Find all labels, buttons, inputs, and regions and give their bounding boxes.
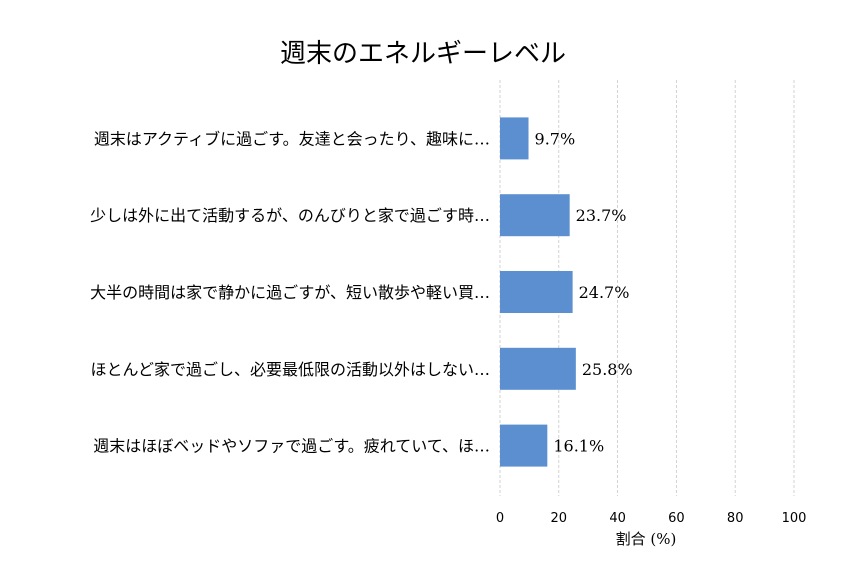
category-label: 大半の時間は家で静かに過ごすが、短い散歩や軽い買… [90, 283, 490, 302]
x-axis-ticks: 0 20 40 60 80 100 [496, 511, 807, 526]
x-tick-label: 100 [782, 511, 807, 526]
bar [500, 347, 576, 390]
category-label: ほとんど家で過ごし、必要最低限の活動以外はしない… [90, 360, 490, 379]
x-tick-label: 80 [727, 511, 744, 526]
x-tick-label: 0 [496, 511, 504, 526]
x-tick-label: 20 [551, 511, 568, 526]
bars [500, 117, 576, 467]
bar [500, 424, 548, 467]
bar [500, 117, 529, 160]
x-tick-label: 60 [668, 511, 685, 526]
bar [500, 271, 573, 313]
bar [500, 194, 570, 237]
data-label: 25.8% [582, 360, 633, 379]
category-label: 週末はほぼベッドやソファで過ごす。疲れていて、ほ… [93, 437, 490, 456]
x-axis-label: 割合 (%) [616, 530, 677, 548]
value-labels: 9.7% 23.7% 24.7% 25.8% 16.1% [535, 129, 633, 455]
category-label: 少しは外に出て活動するが、のんびりと家で過ごす時… [90, 206, 490, 225]
data-label: 23.7% [576, 206, 627, 225]
data-label: 16.1% [553, 437, 604, 456]
x-tick-label: 40 [609, 511, 626, 526]
category-labels: 週末はアクティブに過ごす。友達と会ったり、趣味に… 少しは外に出て活動するが、のん… [90, 129, 490, 455]
data-label: 9.7% [535, 129, 576, 148]
chart-title: 週末のエネルギーレベル [280, 39, 566, 69]
data-label: 24.7% [579, 283, 630, 302]
category-label: 週末はアクティブに過ごす。友達と会ったり、趣味に… [94, 129, 490, 148]
